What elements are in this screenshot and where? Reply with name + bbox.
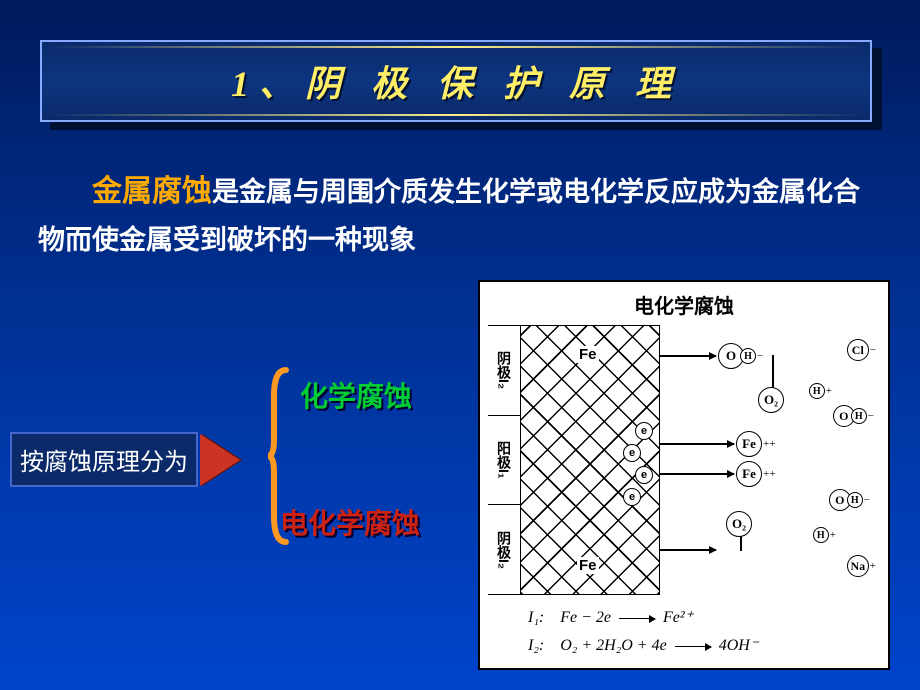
ion-na: Na+ <box>847 555 876 577</box>
keyword: 金属腐蚀 <box>92 175 212 208</box>
diagram-body: 阴极I₂ 阳极I₁ 阴极I₂ Fe Fe e e e e OH− O₂ Cl− <box>488 325 880 595</box>
zone-cathode-top: 阴极I₂ <box>488 326 520 416</box>
title-number: 1 <box>231 64 259 104</box>
ion-o2: O₂ <box>758 387 784 413</box>
classify-label: 按腐蚀原理分为 <box>10 432 198 487</box>
ion-oh: OH− <box>718 343 763 369</box>
arrow-head-icon <box>200 434 240 486</box>
category-chemical: 化学腐蚀 <box>300 375 412 415</box>
fe-label-top: Fe <box>577 346 599 363</box>
zone-cathode-bottom: 阴极I₂ <box>488 505 520 594</box>
solution-area: OH− O₂ Cl− H+ OH− Fe++ Fe++ <box>660 325 880 595</box>
title-main: 阴 极 保 护 原 理 <box>305 63 681 104</box>
eq-arrow-icon <box>619 618 655 620</box>
page-number: 2 <box>780 651 790 672</box>
ion-fe: Fe++ <box>736 461 775 487</box>
eq-arrow-icon <box>675 646 711 648</box>
ion-oh: OH− <box>829 489 870 511</box>
ion-h: H+ <box>813 527 836 543</box>
electrochem-diagram: 电化学腐蚀 阴极I₂ 阳极I₁ 阴极I₂ Fe Fe e e e e OH− O… <box>478 280 890 670</box>
ion-h: H+ <box>809 383 832 399</box>
slide-title: 1、阴 极 保 护 原 理 <box>231 55 681 107</box>
equation-anode: I₁: Fe − 2e Fe²⁺ <box>528 603 880 627</box>
diagram-title: 电化学腐蚀 <box>488 290 880 319</box>
reaction-arrow <box>660 549 716 551</box>
reaction-equations: I₁: Fe − 2e Fe²⁺ I₂: O₂ + 2H₂O + 4e 4OH⁻ <box>488 603 880 655</box>
zone-anode: 阳极I₁ <box>488 416 520 506</box>
ion-cl: Cl− <box>847 339 876 361</box>
metal-lattice: Fe Fe e e e e <box>520 325 660 595</box>
electron-spot: e <box>635 466 653 484</box>
title-bar: 1、阴 极 保 护 原 理 <box>40 40 872 122</box>
electron-spot: e <box>623 444 641 462</box>
classify-arrow: 按腐蚀原理分为 <box>10 432 240 487</box>
reaction-arrow <box>660 473 734 475</box>
category-electrochemical: 电化学腐蚀 <box>280 502 420 542</box>
reaction-arrow <box>660 355 716 357</box>
ion-oh: OH− <box>833 405 874 427</box>
reaction-arrow <box>660 443 734 445</box>
electrode-zones: 阴极I₂ 阳极I₁ 阴极I₂ <box>488 325 520 595</box>
definition-paragraph: 金属腐蚀是金属与周围介质发生化学或电化学反应成为金属化合物而使金属受到破坏的一种… <box>38 168 882 264</box>
electron-spot: e <box>623 488 641 506</box>
title-sep: 、 <box>259 63 305 104</box>
fe-label-bottom: Fe <box>577 557 599 574</box>
ion-fe: Fe++ <box>736 431 775 457</box>
equation-cathode: I₂: O₂ + 2H₂O + 4e 4OH⁻ <box>528 631 880 655</box>
ion-o2: O₂ <box>726 511 752 537</box>
electron-spot: e <box>635 422 653 440</box>
